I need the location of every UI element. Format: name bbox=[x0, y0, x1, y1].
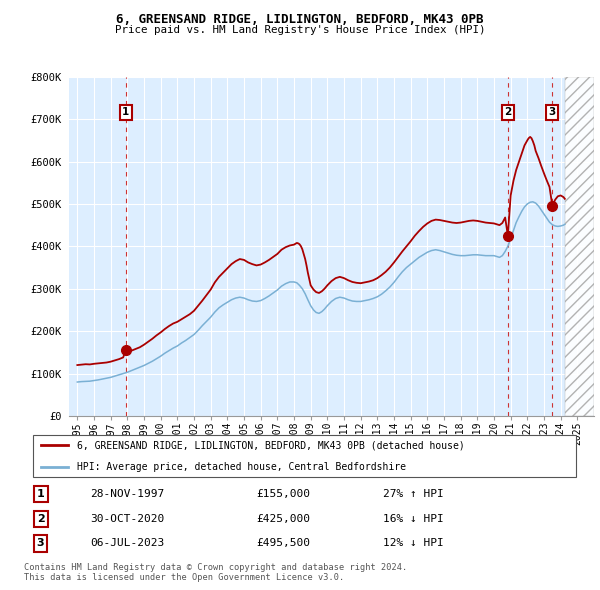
Text: 27% ↑ HPI: 27% ↑ HPI bbox=[383, 489, 443, 499]
Text: 6, GREENSAND RIDGE, LIDLINGTON, BEDFORD, MK43 0PB: 6, GREENSAND RIDGE, LIDLINGTON, BEDFORD,… bbox=[116, 13, 484, 26]
Text: £495,500: £495,500 bbox=[256, 539, 310, 549]
Text: HPI: Average price, detached house, Central Bedfordshire: HPI: Average price, detached house, Cent… bbox=[77, 461, 406, 471]
Text: Contains HM Land Registry data © Crown copyright and database right 2024.: Contains HM Land Registry data © Crown c… bbox=[24, 563, 407, 572]
Text: 1: 1 bbox=[37, 489, 44, 499]
Text: £425,000: £425,000 bbox=[256, 514, 310, 524]
Text: 3: 3 bbox=[37, 539, 44, 549]
Text: 30-OCT-2020: 30-OCT-2020 bbox=[90, 514, 164, 524]
Text: 16% ↓ HPI: 16% ↓ HPI bbox=[383, 514, 443, 524]
Text: 06-JUL-2023: 06-JUL-2023 bbox=[90, 539, 164, 549]
Text: 2: 2 bbox=[37, 514, 44, 524]
Text: 2: 2 bbox=[504, 107, 511, 117]
Text: This data is licensed under the Open Government Licence v3.0.: This data is licensed under the Open Gov… bbox=[24, 573, 344, 582]
Text: 3: 3 bbox=[549, 107, 556, 117]
Text: 1: 1 bbox=[122, 107, 129, 117]
Text: Price paid vs. HM Land Registry's House Price Index (HPI): Price paid vs. HM Land Registry's House … bbox=[115, 25, 485, 35]
FancyBboxPatch shape bbox=[33, 435, 576, 477]
Text: 6, GREENSAND RIDGE, LIDLINGTON, BEDFORD, MK43 0PB (detached house): 6, GREENSAND RIDGE, LIDLINGTON, BEDFORD,… bbox=[77, 441, 464, 451]
Text: £155,000: £155,000 bbox=[256, 489, 310, 499]
Text: 28-NOV-1997: 28-NOV-1997 bbox=[90, 489, 164, 499]
Text: 12% ↓ HPI: 12% ↓ HPI bbox=[383, 539, 443, 549]
